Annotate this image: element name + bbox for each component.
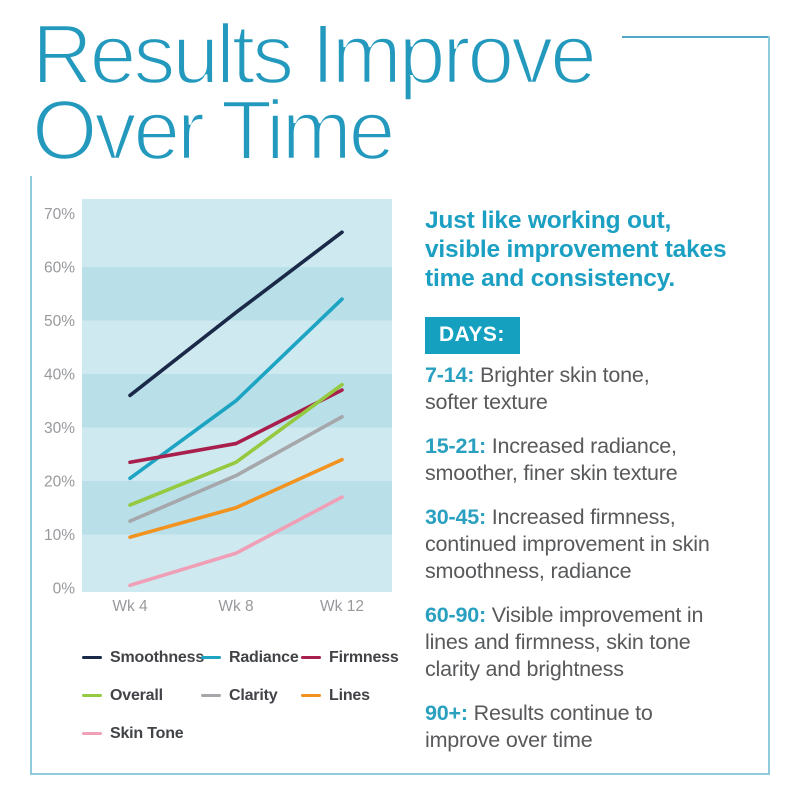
series-line-radiance <box>128 297 344 481</box>
series-line-smoothness <box>128 230 344 398</box>
legend-label: Smoothness <box>110 648 205 666</box>
frame-line-right <box>768 36 770 775</box>
timeline-text: Brighter skin tone, softer texture <box>425 363 650 414</box>
frame-line-left <box>30 176 32 773</box>
y-axis-tick-label: 40% <box>44 367 75 384</box>
chart-band <box>82 534 392 592</box>
legend-item: Lines <box>301 687 421 704</box>
timeline-range: 15-21: <box>425 434 486 458</box>
legend-item: Clarity <box>201 687 301 704</box>
timeline-item: 7-14: Brighter skin tone, softer texture <box>425 362 773 416</box>
x-axis-tick-label: Wk 12 <box>320 598 364 615</box>
timeline-range: 30-45: <box>425 505 486 529</box>
timeline-range: 90+: <box>425 701 468 725</box>
timeline-text: Increased radiance, smoother, finer skin… <box>425 434 678 485</box>
chart-band <box>82 320 392 374</box>
timeline-item: 90+: Results continue to improve over ti… <box>425 700 773 754</box>
series-line-skin-tone <box>128 495 344 588</box>
x-axis-tick-label: Wk 4 <box>112 598 148 615</box>
legend-swatch <box>82 655 102 660</box>
y-axis-tick-label: 70% <box>44 206 75 223</box>
y-axis-tick-label: 20% <box>44 474 75 491</box>
chart-band <box>82 199 392 267</box>
improvement-line-chart: 0% 10% 20% 30% 40% 50% 60% 70% Wk 4 Wk 8 Wk 12 <box>30 190 422 622</box>
legend-label: Firmness <box>329 648 399 666</box>
legend-item: Smoothness <box>82 648 205 666</box>
legend-label: Skin Tone <box>110 724 184 742</box>
timeline-item: 30-45: Increased firmness, continued imp… <box>425 504 773 585</box>
info-panel: Just like working out, visible improveme… <box>425 206 773 771</box>
legend-item: Radiance <box>201 649 301 666</box>
y-axis-tick-label: 30% <box>44 420 75 437</box>
chart-legend: Smoothness Radiance Firmness Overall Cla… <box>82 649 421 742</box>
legend-item: Firmness <box>301 649 421 666</box>
series-line-clarity <box>128 415 344 523</box>
legend-label: Clarity <box>229 686 278 704</box>
timeline-text: Results continue to improve over time <box>425 701 653 752</box>
frame-line-bottom <box>30 773 770 775</box>
legend-item: Skin Tone <box>82 725 201 742</box>
legend-swatch <box>82 693 102 698</box>
legend-swatch <box>301 693 321 698</box>
legend-swatch <box>82 731 102 736</box>
legend-swatch <box>201 655 221 660</box>
chart-band <box>82 427 392 481</box>
y-axis-tick-label: 60% <box>44 260 75 277</box>
timeline-text: Increased firmness, continued improvemen… <box>425 505 710 583</box>
legend-swatch <box>201 693 221 698</box>
timeline-item: 15-21: Increased radiance, smoother, fin… <box>425 433 773 487</box>
y-axis-tick-label: 50% <box>44 313 75 330</box>
timeline-item: 60-90: Visible improvement in lines and … <box>425 602 773 683</box>
legend-swatch <box>301 655 321 660</box>
legend-label: Lines <box>329 686 370 704</box>
timeline-text: Visible improvement in lines and firmnes… <box>425 603 704 681</box>
days-badge: DAYS: <box>425 317 520 354</box>
legend-label: Radiance <box>229 648 299 666</box>
series-line-overall <box>128 382 344 507</box>
timeline-list: 7-14: Brighter skin tone, softer texture… <box>425 362 773 754</box>
timeline-range: 7-14: <box>425 363 475 387</box>
legend-item: Overall <box>82 687 201 704</box>
x-axis-tick-label: Wk 8 <box>218 598 253 615</box>
headline: Just like working out, visible improveme… <box>425 207 727 292</box>
series-line-lines <box>128 457 344 539</box>
frame-line-top <box>622 36 770 38</box>
y-axis-tick-label: 10% <box>44 527 75 544</box>
legend-label: Overall <box>110 686 163 704</box>
y-axis-tick-label: 0% <box>53 581 76 598</box>
line-chart-canvas: 0% 10% 20% 30% 40% 50% 60% 70% Wk 4 Wk 8 Wk 12 <box>44 199 392 615</box>
page-title: Results Improve Over Time <box>31 7 598 177</box>
timeline-range: 60-90: <box>425 603 486 627</box>
series-line-firmness <box>128 388 344 465</box>
